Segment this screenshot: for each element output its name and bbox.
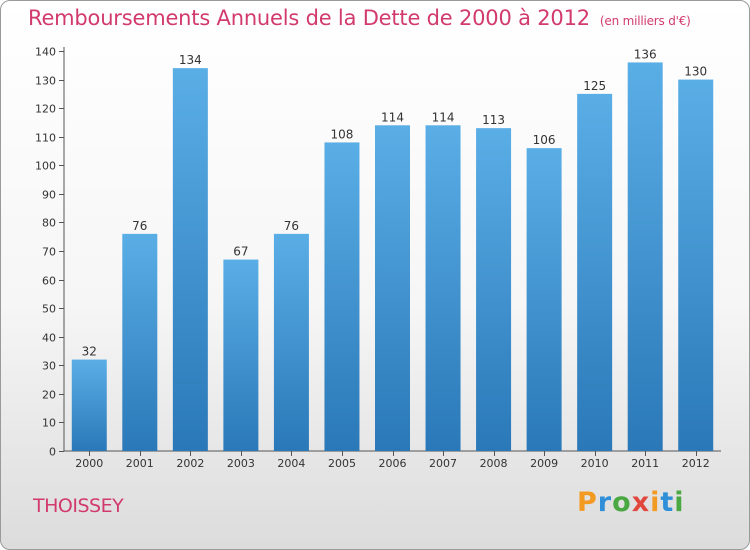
x-tick-label-2005: 2005: [328, 457, 356, 470]
y-tick-label: 90: [42, 189, 56, 202]
y-tick-label: 100: [35, 160, 56, 173]
x-tick-label-2001: 2001: [126, 457, 154, 470]
logo-letter: r: [597, 487, 613, 518]
city-name: THOISSEY: [33, 495, 124, 517]
bar-2004: [273, 233, 309, 451]
bar-2012: [678, 79, 714, 452]
logo-letter: i: [650, 487, 661, 518]
y-tick-label: 60: [42, 275, 56, 288]
value-label-2008: 113: [482, 113, 505, 127]
chart-title: Remboursements Annuels de la Dette de 20…: [28, 6, 691, 30]
value-label-2005: 108: [331, 127, 354, 141]
x-tick-label-2007: 2007: [429, 457, 457, 470]
value-label-2012: 130: [684, 65, 707, 79]
bar-2010: [577, 93, 613, 451]
value-label-2001: 76: [132, 219, 147, 233]
x-tick-label-2000: 2000: [75, 457, 103, 470]
value-label-2002: 134: [179, 53, 202, 67]
x-tick-label-2009: 2009: [530, 457, 558, 470]
x-tick-label-2002: 2002: [176, 457, 204, 470]
value-label-2003: 67: [233, 245, 248, 259]
x-tick-label-2006: 2006: [379, 457, 407, 470]
y-tick-label: 0: [49, 446, 56, 459]
value-label-2004: 76: [284, 219, 299, 233]
bar-2008: [476, 128, 512, 451]
y-tick-label: 130: [35, 75, 56, 88]
bar-2001: [122, 233, 158, 451]
bar-2000: [71, 359, 107, 451]
x-tick-label-2008: 2008: [480, 457, 508, 470]
chart-unit: (en milliers d'€): [599, 14, 691, 28]
bar-2009: [526, 148, 562, 451]
value-label-2010: 125: [583, 79, 606, 93]
y-tick-label: 70: [42, 246, 56, 259]
y-tick-label: 110: [35, 132, 56, 145]
logo-letter: x: [631, 487, 651, 518]
bar-2002: [172, 68, 208, 452]
logo-letter: t: [660, 487, 675, 518]
value-label-2006: 114: [381, 110, 404, 124]
chart-title-text: Remboursements Annuels de la Dette de 20…: [28, 6, 590, 30]
value-label-2007: 114: [432, 110, 455, 124]
y-tick-label: 20: [42, 389, 56, 402]
y-tick-label: 40: [42, 332, 56, 345]
x-tick-label-2003: 2003: [227, 457, 255, 470]
x-tick-label-2011: 2011: [631, 457, 659, 470]
bar-2011: [627, 62, 663, 452]
chart-bars: [71, 62, 714, 452]
logo-letter: o: [612, 487, 632, 518]
value-label-2000: 32: [82, 345, 97, 359]
y-tick-label: 80: [42, 217, 56, 230]
x-tick-label-2012: 2012: [682, 457, 710, 470]
x-tick-label-2010: 2010: [581, 457, 609, 470]
y-tick-label: 120: [35, 103, 56, 116]
chart-axes: 0 10 20 30 40 50 60 70 80 90 100 110 120 130 140: [35, 46, 721, 459]
y-tick-label: 30: [42, 360, 56, 373]
bar-2007: [425, 125, 461, 452]
x-tick-label-2004: 2004: [277, 457, 305, 470]
chart-labels: 32 2000 76 2001 134 2002 67 2003 76 2004 108 2005 11…: [75, 47, 709, 470]
y-tick-label: 10: [42, 417, 56, 430]
proxiti-logo: Proxiti: [577, 487, 685, 518]
bar-2003: [223, 259, 259, 451]
y-tick-label: 140: [35, 46, 56, 59]
value-label-2011: 136: [634, 47, 657, 61]
y-tick-label: 50: [42, 303, 56, 316]
bar-2005: [324, 142, 360, 451]
logo-letter: i: [674, 487, 685, 518]
value-label-2009: 106: [533, 133, 556, 147]
bar-2006: [375, 125, 410, 452]
logo-letter: P: [577, 487, 598, 518]
